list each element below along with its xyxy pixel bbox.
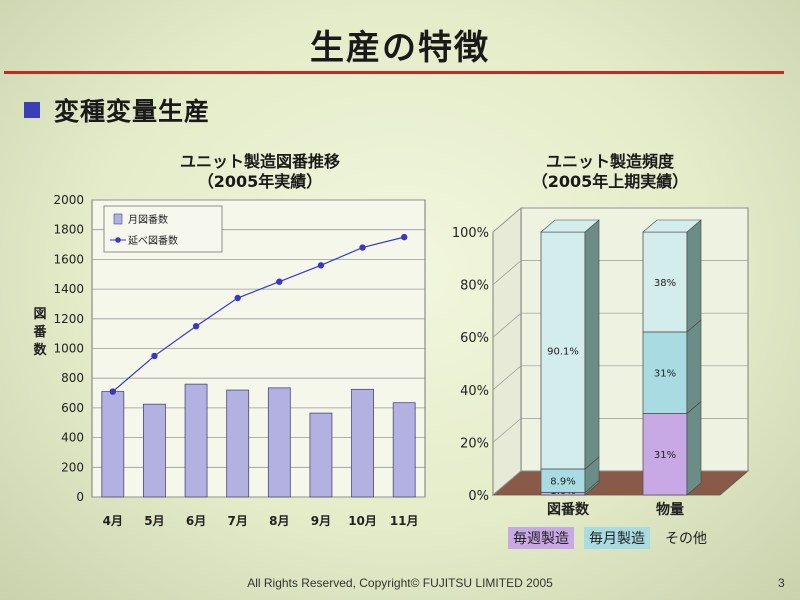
left-legend-label: 月図番数 <box>128 213 168 226</box>
right-gridline-side <box>492 260 522 285</box>
right-x-tick-label: 図番数 <box>547 501 590 518</box>
left-chart-title-block: ユニット製造図番推移 （2005年実績） <box>140 152 380 192</box>
left-bar <box>392 402 416 498</box>
left-y-axis-label: 数 <box>33 342 47 358</box>
right-bar-segment-side <box>686 219 702 333</box>
right-bar-segment <box>642 231 688 333</box>
left-y-tick-label: 1200 <box>53 312 84 326</box>
right-bar-segment <box>540 231 586 470</box>
right-bar-value-label: 90.1% <box>547 346 579 357</box>
right-side-wall <box>492 207 522 496</box>
right-x-tick-label: 物量 <box>656 501 684 518</box>
left-bar <box>226 389 250 498</box>
right-y-tick-label: 20% <box>460 436 489 451</box>
left-y-tick-label: 800 <box>61 371 84 385</box>
right-bar-segment-top <box>540 219 600 233</box>
left-line-point <box>400 233 408 241</box>
right-bar-segment-top <box>642 219 702 233</box>
right-bar-segment <box>642 413 688 496</box>
left-line-point <box>192 323 200 330</box>
bullet-row: 変種変量生産 <box>24 92 210 128</box>
left-bar <box>101 391 125 498</box>
right-y-tick-label: 80% <box>460 279 489 294</box>
left-legend-bar-swatch <box>113 213 123 225</box>
left-legend-box <box>103 205 223 253</box>
bullet-square-icon <box>24 102 40 118</box>
left-x-tick-label: 9月 <box>311 514 331 528</box>
left-x-tick-label: 10月 <box>348 514 377 528</box>
footer-copyright: All Rights Reserved, Copyright© FUJITSU … <box>247 576 553 590</box>
left-y-tick-label: 200 <box>61 460 84 474</box>
left-line-point <box>359 244 366 251</box>
right-legend-item: その他 <box>665 531 707 547</box>
left-legend-label: 延べ図番数 <box>128 234 178 247</box>
right-y-tick-label: 100% <box>452 226 489 241</box>
right-bar-segment-side <box>686 319 702 415</box>
left-x-tick-label: 7月 <box>228 514 248 528</box>
left-bar <box>351 388 374 498</box>
right-chart-title: ユニット製造頻度 <box>545 152 674 171</box>
left-bar <box>309 412 333 498</box>
slide-title: 生産の特徴 <box>310 28 490 68</box>
right-chart-legend: 毎週製造 毎月製造 その他 <box>508 527 712 549</box>
left-y-tick-label: 2000 <box>53 193 84 207</box>
left-line-point <box>317 262 325 269</box>
left-y-tick-label: 600 <box>61 401 84 415</box>
left-x-tick-label: 4月 <box>103 514 123 528</box>
left-x-tick-label: 8月 <box>269 514 289 528</box>
left-line-point <box>151 352 158 360</box>
left-y-tick-label: 1400 <box>53 282 84 296</box>
left-y-tick-label: 1600 <box>53 252 84 266</box>
right-chart-subtitle: （2005年上期実績） <box>531 172 689 191</box>
bullet-text: 変種変量生産 <box>54 97 211 126</box>
right-gridline-side <box>492 365 522 391</box>
title-divider <box>4 71 784 74</box>
left-legend-point-swatch <box>115 237 121 243</box>
right-bar-value-label: 31% <box>654 450 676 461</box>
left-y-tick-label: 0 <box>76 490 84 504</box>
left-y-axis-label: 番 <box>32 324 47 340</box>
right-bar-value-label: 38% <box>654 278 676 289</box>
left-y-tick-label: 400 <box>61 431 84 445</box>
left-series-line <box>112 236 405 393</box>
right-gridline-side <box>492 418 522 443</box>
left-line-point <box>234 294 241 302</box>
right-bar-segment-side <box>686 400 702 496</box>
left-chart-subtitle: （2005年実績） <box>197 172 323 191</box>
right-bar-value-label: 31% <box>654 369 676 380</box>
left-chart-title: ユニット製造図番推移 <box>179 152 340 171</box>
right-bar-value-label: 8.9% <box>550 477 575 488</box>
right-legend-item: 毎週製造 <box>508 527 574 549</box>
right-y-tick-label: 40% <box>460 384 489 399</box>
right-bar-segment-side <box>584 219 600 470</box>
left-y-tick-label: 1800 <box>53 223 84 237</box>
right-y-tick-label: 0% <box>468 489 489 504</box>
right-floor <box>491 470 750 496</box>
right-gridline-side <box>492 470 522 496</box>
right-gridline-side <box>492 207 522 233</box>
right-y-tick-label: 60% <box>460 331 489 346</box>
left-line-point <box>109 388 117 395</box>
right-gridline-side <box>492 312 522 338</box>
left-x-tick-label: 6月 <box>186 514 206 528</box>
right-chart-title-block: ユニット製造頻度 （2005年上期実績） <box>500 152 720 192</box>
left-bar <box>143 403 166 498</box>
left-bar <box>184 383 208 498</box>
right-bar-segment <box>642 331 688 414</box>
right-legend-item: 毎月製造 <box>584 527 650 549</box>
left-y-axis-label: 図 <box>33 307 46 322</box>
left-bar <box>267 387 291 498</box>
left-x-tick-label: 5月 <box>144 514 164 528</box>
page-number: 3 <box>778 576 785 590</box>
left-x-tick-label: 11月 <box>390 514 419 528</box>
left-line-point <box>276 278 283 285</box>
left-y-tick-label: 1000 <box>53 342 84 356</box>
